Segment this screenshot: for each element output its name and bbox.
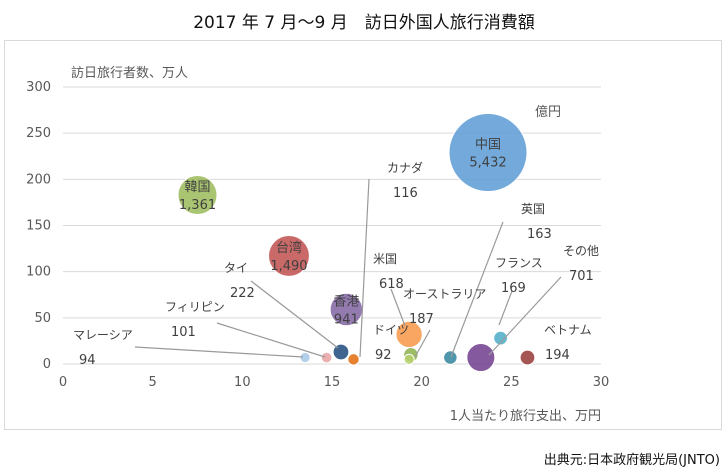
leader-line [390, 288, 406, 327]
leader-line [450, 221, 504, 358]
bubble-value: 5,432 [469, 156, 506, 171]
x-tick-label: 5 [149, 375, 157, 390]
bubble-label: 米国 [373, 252, 397, 266]
bubble [403, 353, 415, 365]
x-axis-label: 1人当たり旅行支出、万円 [450, 409, 601, 424]
y-tick-label: 250 [26, 126, 51, 141]
bubble [466, 343, 496, 373]
leader-line [488, 276, 562, 356]
y-tick-label: 0 [43, 357, 51, 372]
bubble-value: 941 [334, 313, 359, 328]
bubble [299, 351, 311, 364]
leader-line [250, 280, 339, 349]
bubble-label: マレーシア [73, 328, 133, 342]
y-tick-label: 300 [26, 80, 51, 95]
leader-line [134, 346, 304, 358]
x-tick-label: 25 [503, 375, 520, 390]
source-note: 出典元:日本政府観光局(JNTO) [543, 453, 720, 468]
bubble-value: 101 [171, 325, 196, 340]
size-unit-label: 億円 [535, 104, 561, 120]
y-tick-label: 200 [26, 172, 51, 187]
x-tick-label: 0 [59, 375, 67, 390]
bubble-label: その他 [563, 244, 599, 258]
bubble-label: ベトナム [544, 323, 592, 337]
bubble [448, 113, 528, 193]
bubble-label: 台湾 [276, 240, 302, 256]
bubble [347, 353, 360, 366]
y-tick-label: 150 [26, 219, 51, 234]
bubble [177, 175, 218, 216]
bubble-value: 194 [545, 348, 570, 363]
y-tick-label: 100 [26, 265, 51, 280]
y-axis-label: 訪日旅行者数、万人 [71, 65, 188, 81]
x-tick-label: 20 [413, 375, 430, 390]
bubble [332, 343, 350, 361]
chart-area: 0 50 100 150 200 250 300 0 5 10 15 20 25 30 訪日旅行者数、万人 1… [4, 40, 722, 430]
bubble-label: 韓国 [184, 180, 210, 195]
bubble-label: 香港 [333, 295, 359, 310]
bubble-value: 94 [79, 353, 96, 368]
bubble-value: 1,490 [270, 259, 307, 274]
bubble-value: 163 [527, 227, 552, 242]
bubble-label: タイ [224, 261, 248, 275]
bubble-chart: 0 50 100 150 200 250 300 0 5 10 15 20 25 30 訪日旅行者数、万人 1… [26, 65, 610, 424]
bubble-value: 116 [393, 186, 418, 201]
chart-title: 2017 年 7 月～9 月 訪日外国人旅行消費額 [193, 13, 535, 33]
leader-line [498, 290, 513, 326]
bubble [320, 351, 333, 364]
leader-line [414, 329, 431, 358]
bubble-value: 222 [230, 286, 255, 301]
bubble-label: オーストラリア [403, 287, 486, 301]
bubble-value: 701 [569, 269, 594, 284]
x-tick-label: 10 [234, 375, 251, 390]
bubble-value: 169 [501, 281, 526, 296]
bubble-label: フランス [495, 256, 543, 270]
bubble-label: 英国 [521, 202, 545, 216]
bubble-value: 618 [379, 277, 404, 292]
bubble [443, 350, 458, 365]
leader-line [216, 322, 326, 358]
bubble [519, 349, 536, 366]
bubble-value: 92 [375, 348, 392, 363]
x-tick-label: 15 [324, 375, 341, 390]
bubble [268, 235, 310, 277]
bubble-label: カナダ [387, 160, 423, 175]
y-tick-label: 50 [34, 311, 51, 326]
x-tick-label: 30 [593, 375, 610, 390]
bubble-label: ドイツ [373, 323, 409, 337]
bubble-label: 中国 [475, 138, 501, 153]
bubble-value: 187 [409, 312, 434, 327]
bubble-value: 1,361 [179, 198, 216, 213]
bubble [493, 330, 508, 346]
leader-line [359, 178, 370, 358]
bubble-label: フィリピン [165, 300, 225, 314]
